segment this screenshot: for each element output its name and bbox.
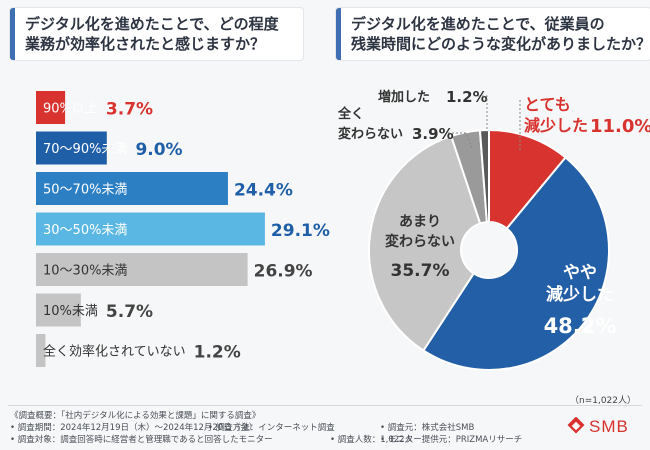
pie-value-label: 1.2% <box>446 88 488 106</box>
bar-value-label: 9.0% <box>135 140 182 160</box>
bar-chart: 90%以上 3.7% 70〜90%未満 9.0% 50〜70%未満 24.4% 30〜50%… <box>36 91 330 367</box>
bar-category-label: 90%以上 <box>43 102 98 117</box>
bar-category-label: 全く効率化されていない <box>43 344 186 360</box>
bar-value-label: 26.9% <box>254 262 313 282</box>
bar-category-label: 70〜90%未満 <box>43 142 127 157</box>
bar-category-label: 50〜70%未満 <box>43 183 127 198</box>
bar-value-label: 24.4% <box>234 181 293 201</box>
pie-label-category: とても <box>524 95 571 114</box>
bar-7 <box>36 334 46 367</box>
bar-1 <box>36 91 66 124</box>
pie-label-category: 変わらない <box>385 233 455 250</box>
survey-count: • 調査人数：1,022人 <box>330 435 414 445</box>
smb-logo-text: SMB <box>589 417 629 436</box>
pie-value-label: 11.0% <box>590 116 650 137</box>
bar-category-label: 10〜30%未満 <box>43 264 127 279</box>
survey-method: • 調査方法：インターネット調査 <box>208 423 335 433</box>
leader-line <box>448 132 473 149</box>
bar-value-label: 5.7% <box>106 302 153 322</box>
right-question-line1: デジタル化を進めたことで、従業員の <box>351 15 605 33</box>
bar-category-label: 30〜50%未満 <box>43 223 127 238</box>
survey-target: • 調査対象：調査回答時に経営者と管理職であると回答したモニター <box>10 435 273 445</box>
pie-value-label: 3.9% <box>412 125 454 143</box>
bar-4 <box>36 212 265 246</box>
left-question-box: デジタル化を進めたことで、どの程度 業務が効率化されたと感じますか？ <box>10 8 303 60</box>
pie-label-category: 増加した <box>378 89 430 105</box>
pie-label-category: 減少した <box>524 116 588 135</box>
survey-overview-title: 《調査概要：「社内デジタル化による効果と課題」に関する調査》 <box>10 411 261 421</box>
bar-value-label: 3.7% <box>106 100 153 120</box>
smb-logo-mark-icon <box>567 417 585 434</box>
pie-slice-5 <box>478 128 490 224</box>
pie-label-category: あまり <box>399 214 441 230</box>
sample-size-note: （n=1,022人） <box>569 396 636 406</box>
bar-category-label: 10%未満 <box>43 304 98 319</box>
right-question-line2: 残業時間にどのような変化がありましたか？ <box>351 35 650 53</box>
bar-5 <box>36 253 248 286</box>
pie-value-label: 48.2% <box>544 314 617 338</box>
survey-period: • 調査期間：2024年12月19日（木）〜2024年12月20日（金） <box>10 423 258 433</box>
right-question-text: デジタル化を進めたことで、従業員の 残業時間にどのような変化がありましたか？ <box>351 14 650 54</box>
bar-value-label: 29.1% <box>271 221 330 241</box>
bar-value-label: 1.2% <box>194 343 241 363</box>
right-question-box: デジタル化を進めたことで、従業員の 残業時間にどのような変化がありましたか？ <box>336 8 650 60</box>
pie-slice-3 <box>368 134 482 352</box>
pie-label-category: やや <box>563 263 597 283</box>
pie-label-category: 全く <box>337 106 364 122</box>
survey-organizer: • 調査元：株式会社SMB <box>380 423 475 433</box>
pie-label-category: 変わらない <box>338 126 403 142</box>
bar-6 <box>36 293 81 327</box>
left-question-line1: デジタル化を進めたことで、どの程度 <box>25 15 279 33</box>
monitor-provider: • モニター提供元：PRIZMAリサーチ <box>380 435 523 445</box>
bar-2 <box>36 131 107 165</box>
left-question-line2: 業務が効率化されたと感じますか？ <box>25 35 266 53</box>
pie-slice-1 <box>488 128 567 230</box>
bar-3 <box>36 172 228 205</box>
pie-slice-2 <box>422 156 610 371</box>
leader-line <box>478 95 488 130</box>
footer-divider <box>8 405 642 406</box>
pie-label-category: 減少した <box>546 284 614 305</box>
left-question-text: デジタル化を進めたことで、どの程度 業務が効率化されたと感じますか？ <box>25 14 279 54</box>
pie-value-label: 35.7% <box>391 261 450 281</box>
smb-logo: SMB <box>566 416 646 438</box>
